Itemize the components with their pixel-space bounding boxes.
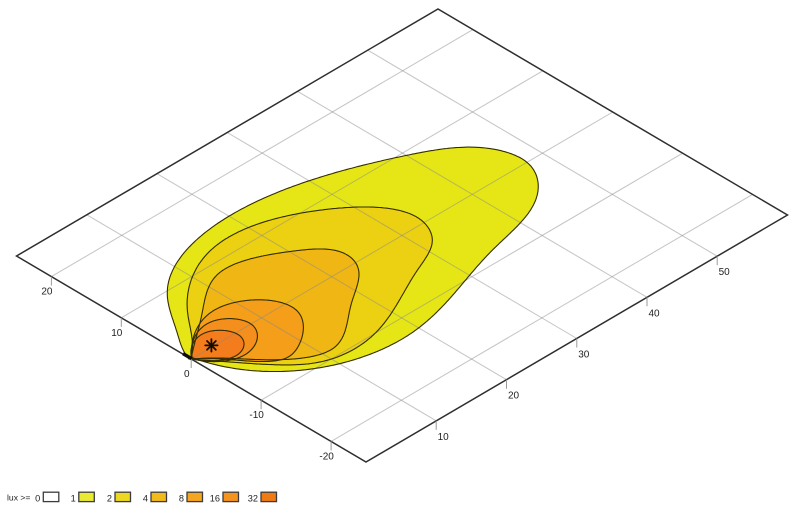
svg-text:20: 20 [41,287,53,298]
svg-text:16: 16 [210,494,220,504]
svg-text:lux >=: lux >= [7,493,30,503]
svg-text:2: 2 [107,494,112,504]
svg-text:1: 1 [71,494,76,504]
svg-text:-10: -10 [249,410,264,421]
svg-text:50: 50 [719,267,731,278]
svg-text:10: 10 [111,328,123,339]
svg-text:4: 4 [143,494,148,504]
svg-text:0: 0 [35,494,40,504]
svg-text:30: 30 [578,350,590,361]
svg-text:0: 0 [184,369,190,380]
svg-text:8: 8 [179,494,184,504]
svg-text:32: 32 [248,494,258,504]
svg-text:10: 10 [438,432,450,443]
svg-text:40: 40 [648,308,660,319]
svg-text:-20: -20 [319,451,334,462]
svg-text:20: 20 [508,391,520,402]
